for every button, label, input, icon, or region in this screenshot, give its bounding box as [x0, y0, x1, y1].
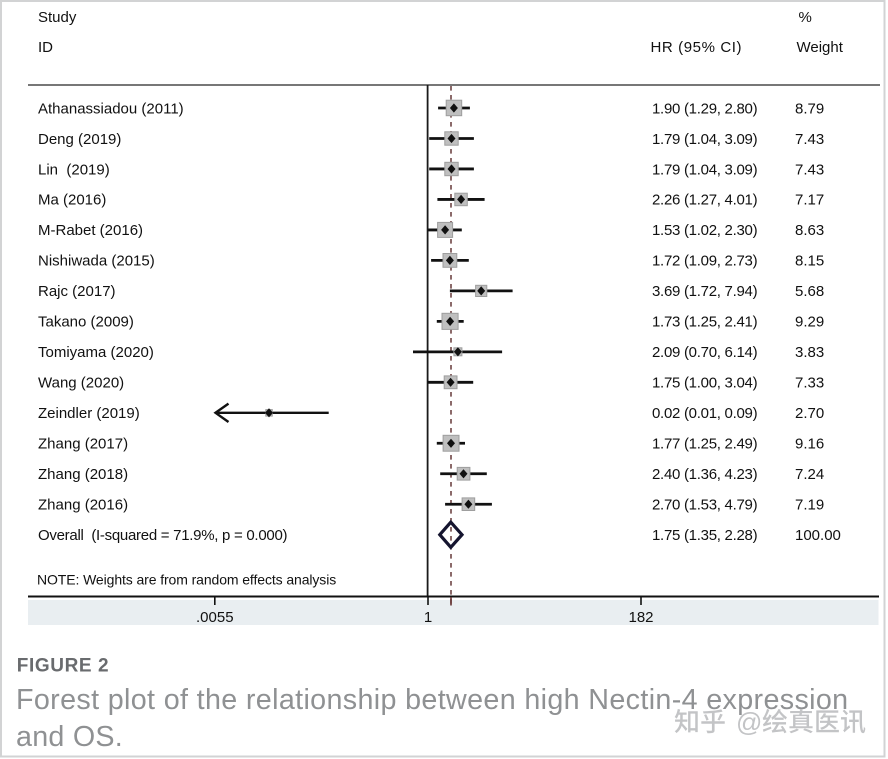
svg-text:1.53 (1.02, 2.30): 1.53 (1.02, 2.30)	[652, 222, 758, 239]
svg-text:7.43: 7.43	[795, 131, 824, 148]
svg-text:%: %	[799, 9, 812, 26]
svg-text:Zhang (2016): Zhang (2016)	[38, 497, 128, 514]
svg-text:2.09 (0.70, 6.14): 2.09 (0.70, 6.14)	[652, 344, 758, 361]
svg-text:ID: ID	[38, 39, 53, 56]
svg-text:0.02 (0.01, 0.09): 0.02 (0.01, 0.09)	[652, 405, 758, 422]
svg-text:M-Rabet (2016): M-Rabet (2016)	[38, 222, 143, 239]
svg-text:1.79 (1.04, 3.09): 1.79 (1.04, 3.09)	[652, 161, 758, 178]
svg-text:1.75 (1.00, 3.04): 1.75 (1.00, 3.04)	[652, 375, 758, 392]
svg-text:FIGURE 2: FIGURE 2	[17, 656, 109, 677]
svg-text:7.33: 7.33	[795, 375, 824, 392]
svg-text:NOTE: Weights are from random: NOTE: Weights are from random effects an…	[37, 572, 336, 588]
svg-text:7.24: 7.24	[795, 466, 824, 483]
svg-text:1.90 (1.29, 2.80): 1.90 (1.29, 2.80)	[652, 100, 758, 117]
svg-text:3.83: 3.83	[795, 344, 824, 361]
svg-text:2.70: 2.70	[795, 405, 824, 422]
svg-text:Overall (I-squared = 71.9%, p: Overall (I-squared = 71.9%, p = 0.000)	[38, 527, 288, 544]
svg-text:1.79 (1.04, 3.09): 1.79 (1.04, 3.09)	[652, 131, 758, 148]
svg-text:182: 182	[628, 609, 653, 626]
svg-text:1: 1	[424, 609, 432, 626]
svg-text:8.79: 8.79	[795, 100, 824, 117]
svg-text:8.15: 8.15	[795, 253, 824, 270]
svg-text:Ma (2016): Ma (2016)	[38, 192, 106, 209]
svg-text:1.72 (1.09, 2.73): 1.72 (1.09, 2.73)	[652, 253, 758, 270]
svg-text:Lin (2019): Lin (2019)	[38, 161, 110, 178]
svg-text:9.29: 9.29	[795, 314, 824, 331]
svg-text:Tomiyama (2020): Tomiyama (2020)	[38, 344, 154, 361]
svg-text:Rajc (2017): Rajc (2017)	[38, 283, 116, 300]
svg-text:Weight: Weight	[797, 39, 844, 56]
svg-text:Wang (2020): Wang (2020)	[38, 375, 124, 392]
svg-text:1.73 (1.25, 2.41): 1.73 (1.25, 2.41)	[652, 314, 758, 331]
svg-text:Zeindler (2019): Zeindler (2019)	[38, 405, 140, 422]
svg-text:@: @	[736, 707, 762, 737]
svg-text:and OS.: and OS.	[16, 721, 123, 753]
svg-text:Study: Study	[38, 9, 77, 26]
svg-text:1.75 (1.35, 2.28): 1.75 (1.35, 2.28)	[652, 527, 758, 544]
svg-text:Zhang (2017): Zhang (2017)	[38, 436, 128, 453]
svg-text:2.26 (1.27, 4.01): 2.26 (1.27, 4.01)	[652, 192, 758, 209]
svg-text:Takano (2009): Takano (2009)	[38, 314, 134, 331]
svg-text:2.40 (1.36, 4.23): 2.40 (1.36, 4.23)	[652, 466, 758, 483]
svg-text:.0055: .0055	[196, 609, 234, 626]
svg-text:5.68: 5.68	[795, 283, 824, 300]
svg-text:HR (95% CI): HR (95% CI)	[651, 39, 743, 56]
svg-text:Deng (2019): Deng (2019)	[38, 131, 121, 148]
svg-text:1.77 (1.25, 2.49): 1.77 (1.25, 2.49)	[652, 436, 758, 453]
svg-text:Athanassiadou (2011): Athanassiadou (2011)	[38, 100, 184, 117]
svg-text:3.69 (1.72, 7.94): 3.69 (1.72, 7.94)	[652, 283, 758, 300]
svg-text:2.70 (1.53, 4.79): 2.70 (1.53, 4.79)	[652, 497, 758, 514]
svg-text:7.19: 7.19	[795, 497, 824, 514]
svg-text:7.43: 7.43	[795, 161, 824, 178]
svg-text:Zhang (2018): Zhang (2018)	[38, 466, 128, 483]
svg-text:Nishiwada (2015): Nishiwada (2015)	[38, 253, 155, 270]
svg-text:Forest plot of the relationshi: Forest plot of the relationship between …	[16, 684, 849, 716]
svg-text:100.00: 100.00	[795, 527, 841, 544]
svg-text:8.63: 8.63	[795, 222, 824, 239]
svg-text:9.16: 9.16	[795, 436, 824, 453]
svg-text:7.17: 7.17	[795, 192, 824, 209]
